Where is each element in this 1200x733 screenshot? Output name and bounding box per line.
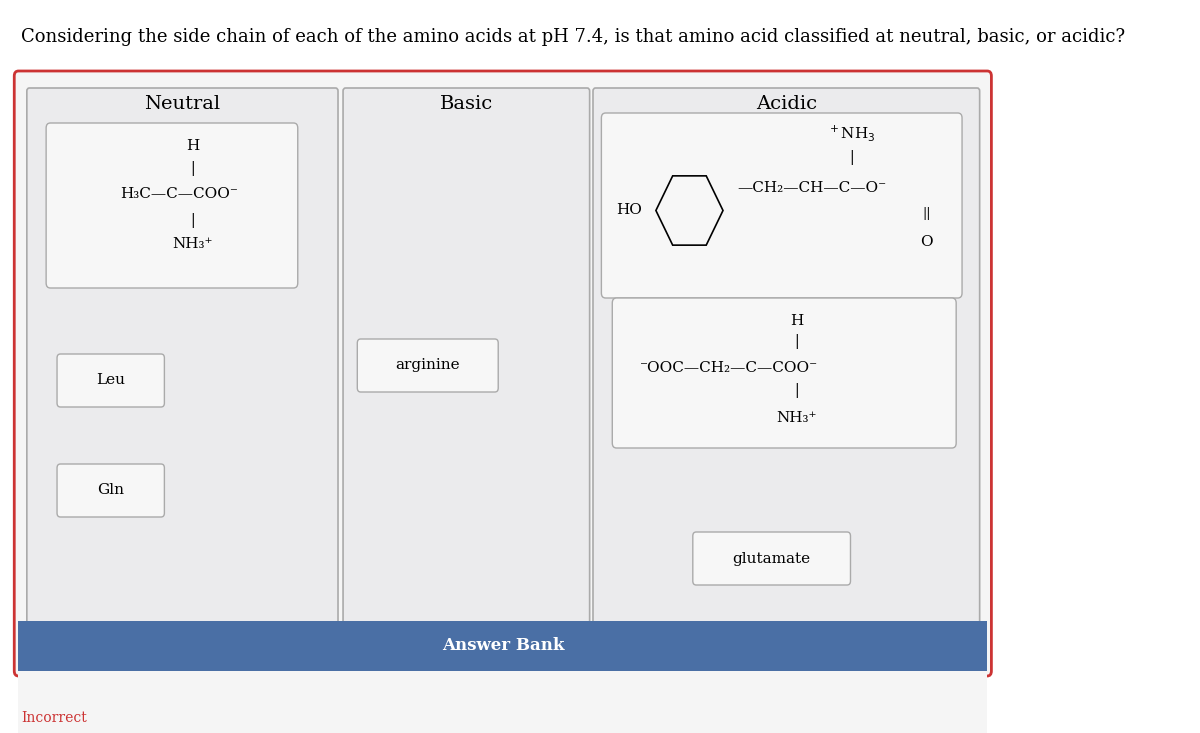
Text: glutamate: glutamate bbox=[732, 551, 811, 565]
Text: Considering the side chain of each of the amino acids at pH 7.4, is that amino a: Considering the side chain of each of th… bbox=[20, 28, 1126, 46]
Text: —CH₂—CH—C—O⁻: —CH₂—CH—C—O⁻ bbox=[737, 180, 887, 194]
Text: ||: || bbox=[923, 207, 931, 221]
FancyBboxPatch shape bbox=[58, 354, 164, 407]
Text: H₃C—C—COO⁻: H₃C—C—COO⁻ bbox=[120, 186, 238, 201]
FancyBboxPatch shape bbox=[692, 532, 851, 585]
FancyBboxPatch shape bbox=[18, 621, 988, 671]
Text: Gln: Gln bbox=[97, 484, 125, 498]
FancyBboxPatch shape bbox=[593, 88, 979, 664]
FancyBboxPatch shape bbox=[46, 123, 298, 288]
FancyBboxPatch shape bbox=[14, 71, 991, 676]
FancyBboxPatch shape bbox=[358, 339, 498, 392]
Text: Basic: Basic bbox=[439, 95, 493, 113]
Text: NH₃⁺: NH₃⁺ bbox=[776, 411, 817, 425]
Text: H: H bbox=[790, 314, 804, 328]
Text: Answer Bank: Answer Bank bbox=[442, 637, 564, 654]
Text: Incorrect: Incorrect bbox=[20, 711, 86, 725]
Text: NH₃⁺: NH₃⁺ bbox=[173, 237, 214, 251]
Text: Acidic: Acidic bbox=[756, 95, 817, 113]
Text: |: | bbox=[794, 383, 799, 398]
Bar bbox=[18, 671, 988, 733]
Text: HO: HO bbox=[616, 204, 642, 218]
Text: H: H bbox=[186, 139, 199, 153]
FancyBboxPatch shape bbox=[612, 298, 956, 448]
FancyBboxPatch shape bbox=[26, 88, 338, 664]
Text: |: | bbox=[850, 150, 853, 166]
Text: Leu: Leu bbox=[96, 374, 125, 388]
Text: |: | bbox=[191, 213, 196, 229]
Text: Neutral: Neutral bbox=[144, 95, 221, 113]
FancyBboxPatch shape bbox=[58, 464, 164, 517]
Text: $^+$NH$_3$: $^+$NH$_3$ bbox=[827, 123, 876, 144]
FancyBboxPatch shape bbox=[601, 113, 962, 298]
Text: O: O bbox=[920, 235, 934, 249]
FancyBboxPatch shape bbox=[343, 88, 589, 664]
Text: arginine: arginine bbox=[396, 358, 460, 372]
Text: |: | bbox=[794, 334, 799, 349]
Text: |: | bbox=[191, 161, 196, 175]
Text: ⁻OOC—CH₂—C—COO⁻: ⁻OOC—CH₂—C—COO⁻ bbox=[640, 361, 818, 375]
